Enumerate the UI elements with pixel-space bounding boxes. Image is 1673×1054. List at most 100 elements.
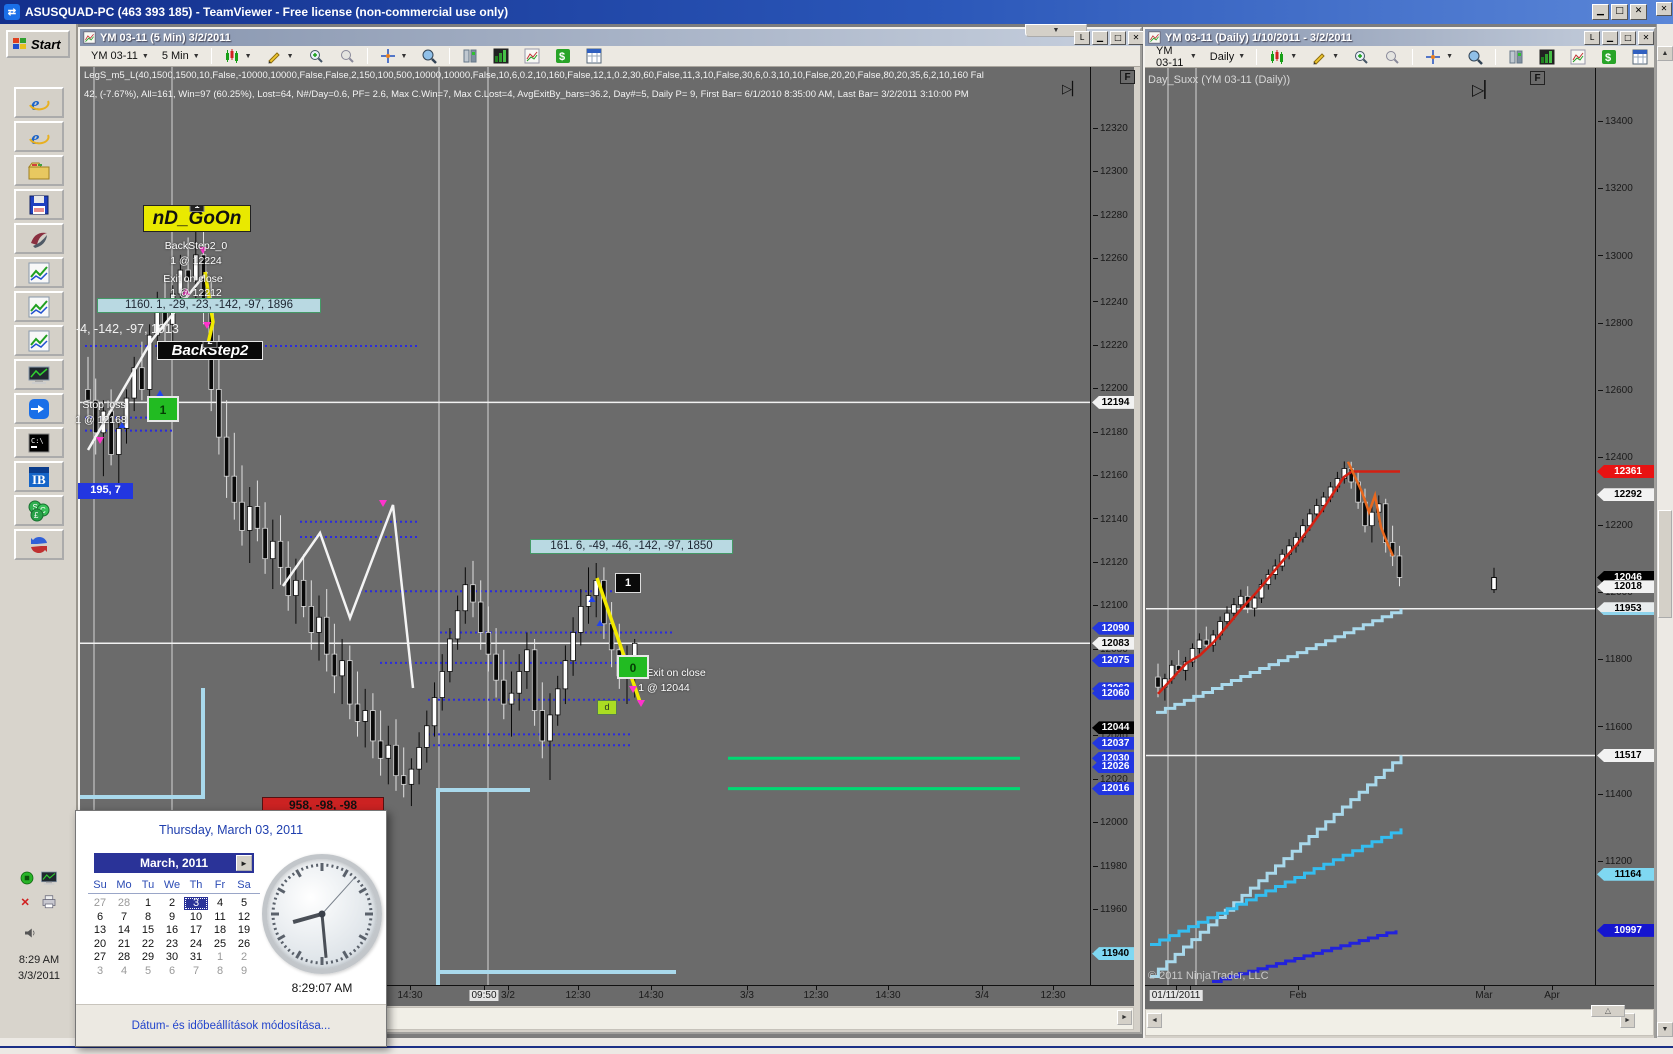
calendar-day-cell[interactable]: 26 — [237, 937, 251, 950]
calendar-day-cell[interactable]: 24 — [189, 937, 203, 950]
calendar-day-cell[interactable]: 5 — [144, 964, 152, 977]
new-chart-button[interactable] — [1564, 46, 1592, 68]
crosshair-button[interactable]: ▼ — [1419, 46, 1458, 68]
report-button[interactable] — [580, 45, 608, 67]
calendar-day-cell[interactable]: 28 — [117, 897, 131, 909]
zoom-in-button[interactable] — [1347, 46, 1375, 68]
chart-app-3-icon[interactable] — [14, 325, 64, 356]
calendar-day-cell[interactable]: 27 — [93, 951, 107, 963]
window-menu-tab[interactable]: ▼ — [1025, 24, 1087, 37]
close-button[interactable]: ✕ — [1638, 31, 1654, 45]
calendar-day-cell[interactable]: 11 — [214, 910, 226, 923]
calendar-day-cell[interactable]: 4 — [120, 964, 128, 977]
calendar-day-cell[interactable]: 29 — [141, 951, 155, 963]
account-button[interactable]: $ — [549, 45, 577, 67]
titlebar[interactable]: ⇄ ASUSQUAD-PC (463 393 185) - TeamViewer… — [0, 0, 1673, 24]
calendar-day-cell[interactable]: 7 — [192, 964, 200, 977]
calendar-day-cell[interactable]: 31 — [189, 951, 203, 963]
chart-5min-price-axis[interactable]: 12320 12300 12280 12260 12240 12220 12200 12180… — [1090, 67, 1134, 985]
scroll-left-arrow[interactable]: ◄ — [1147, 1013, 1162, 1028]
report-button[interactable] — [1626, 46, 1654, 68]
zoom-in-button[interactable] — [302, 45, 330, 67]
calendar-day-cell[interactable]: 6 — [168, 964, 176, 977]
calendar-day-cell[interactable]: 8 — [216, 964, 224, 977]
chart-app-1-icon[interactable] — [14, 257, 64, 288]
calendar-day-cell[interactable]: 14 — [117, 924, 131, 936]
data-box-button[interactable] — [415, 45, 443, 67]
status-green-icon[interactable] — [18, 869, 36, 887]
sync-refresh-icon[interactable] — [14, 529, 64, 560]
calendar-day-cell[interactable]: 2 — [240, 951, 248, 963]
volume-icon[interactable] — [22, 924, 40, 942]
minimize-button[interactable]: ▁ — [1592, 4, 1609, 20]
market-monitor-icon[interactable] — [14, 359, 64, 390]
pin-button[interactable]: L — [1074, 31, 1090, 45]
calendar-day-cell[interactable]: 23 — [165, 937, 179, 950]
crosshair-button[interactable]: ▼ — [374, 45, 413, 67]
chart-style-button[interactable]: ▼ — [1263, 46, 1302, 68]
account-button[interactable]: $ — [1595, 46, 1623, 68]
calendar-day-cell[interactable]: 21 — [117, 937, 131, 950]
calendar-day-cell[interactable]: 28 — [117, 951, 131, 963]
calendar-day-cell[interactable]: 4 — [216, 897, 224, 909]
calendar-day-cell[interactable]: 18 — [213, 924, 227, 936]
calendar-day-cell[interactable]: 9 — [240, 964, 248, 977]
scroll-thumb[interactable] — [1658, 510, 1672, 618]
zoom-out-button[interactable] — [333, 45, 361, 67]
resize-grip[interactable]: △ — [1591, 1005, 1625, 1017]
instrument-selector[interactable]: YM 03-11 ▼ — [1151, 43, 1202, 71]
change-datetime-link[interactable]: Dátum- és időbeállítások módosítása... — [131, 1019, 331, 1032]
start-button[interactable]: Start — [6, 30, 70, 58]
panel-config-button[interactable] — [1502, 46, 1530, 68]
calendar-day-cell[interactable]: 20 — [93, 937, 107, 950]
go-to-end-icon[interactable]: ▷▏ — [1062, 81, 1082, 96]
calendar-day-cell[interactable]: 10 — [189, 910, 203, 923]
chart-5min-titlebar[interactable]: YM 03-11 (5 Min) 3/2/2011 — [80, 29, 1140, 46]
new-chart-button[interactable] — [518, 45, 546, 67]
scroll-down-arrow[interactable]: ▼ — [1657, 1022, 1673, 1037]
interval-selector[interactable]: 5 Min ▼ — [157, 48, 205, 64]
chart-app-2-icon[interactable] — [14, 291, 64, 322]
currency-coins-icon[interactable]: S C £ — [14, 495, 64, 526]
error-red-icon[interactable]: × — [18, 892, 36, 910]
calendar-day-cell[interactable]: 17 — [189, 924, 203, 936]
calendar-day-cell[interactable]: 3 — [96, 964, 104, 977]
internet-explorer-icon[interactable]: e — [14, 87, 64, 118]
calendar-day-cell[interactable]: 13 — [93, 924, 107, 936]
teamviewer-icon[interactable] — [14, 393, 64, 424]
instrument-selector[interactable]: YM 03-11 ▼ — [86, 48, 154, 64]
calendar-day-cell[interactable]: 30 — [165, 951, 179, 963]
calendar-day-cell[interactable]: 6 — [96, 910, 104, 923]
interactive-brokers-icon[interactable]: IB — [14, 461, 64, 492]
calendar-day-cell[interactable]: 1 — [216, 951, 224, 963]
maximize-button[interactable]: □ — [1611, 4, 1628, 20]
calendar-day-cell[interactable]: 27 — [93, 897, 107, 909]
close-button[interactable]: ✕ — [1128, 31, 1144, 45]
calendar-day-cell[interactable]: 19 — [237, 924, 251, 936]
pin-button[interactable]: L — [1584, 31, 1600, 45]
scroll-right-arrow[interactable]: ► — [1117, 1010, 1132, 1025]
data-box-button[interactable] — [1461, 46, 1489, 68]
minimize-button[interactable]: ▁ — [1092, 31, 1108, 45]
chart-daily-plot[interactable] — [1145, 68, 1595, 985]
calendar-day-cell[interactable]: 7 — [120, 910, 128, 923]
chart-daily-titlebar[interactable]: YM 03-11 (Daily) 1/10/2011 - 3/2/2011 — [1145, 29, 1654, 46]
chart-style-button[interactable]: ▼ — [218, 45, 257, 67]
draw-tool-button[interactable]: ▼ — [260, 45, 299, 67]
calendar-day-cell[interactable]: 3 — [184, 897, 208, 910]
monitor-small-icon[interactable] — [40, 869, 58, 887]
next-month-button[interactable]: ► — [236, 855, 252, 871]
calendar-day-cell[interactable]: 9 — [168, 910, 176, 923]
folder-icon[interactable] — [14, 155, 64, 186]
calendar-day-cell[interactable]: 25 — [213, 937, 227, 950]
calendar-day-cell[interactable]: 22 — [141, 937, 155, 950]
maximize-button[interactable]: □ — [1110, 31, 1126, 45]
scroll-up-arrow[interactable]: ▲ — [1657, 46, 1673, 61]
command-prompt-icon[interactable]: C:\ — [14, 427, 64, 458]
panel-close-button[interactable]: ✕ — [1656, 2, 1672, 16]
ninjatrader-icon[interactable] — [14, 223, 64, 254]
market-analyzer-button[interactable] — [487, 45, 515, 67]
chart-daily-price-axis[interactable]: 1340013200130001280012600124001220012000… — [1595, 68, 1654, 985]
draw-tool-button[interactable]: ▼ — [1305, 46, 1344, 68]
